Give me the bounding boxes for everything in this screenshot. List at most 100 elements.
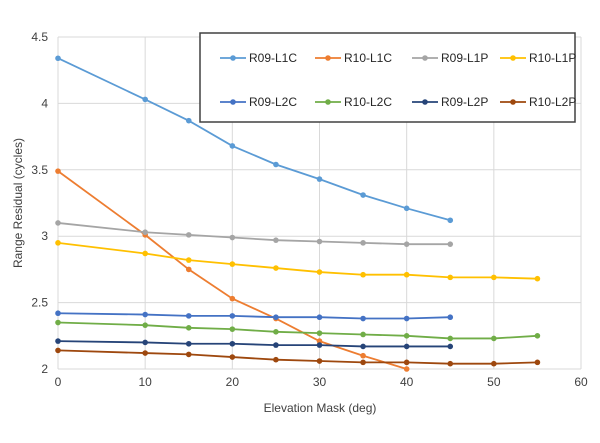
series-line (57, 340, 451, 348)
legend-label: R10-L2P (529, 95, 576, 109)
x-tick-label: 60 (574, 375, 588, 389)
series-group (55, 55, 541, 372)
data-point (447, 314, 454, 321)
series-r10-l1p (55, 240, 541, 282)
data-point (491, 274, 497, 281)
data-point (185, 257, 192, 263)
data-point (403, 315, 410, 322)
legend-item: R09-L2C (220, 95, 297, 109)
data-point (534, 359, 541, 366)
legend-item: R10-L1C (315, 51, 392, 65)
legend-marker (510, 55, 516, 61)
data-point (229, 326, 236, 332)
legend-item: R10-L2C (315, 95, 392, 109)
data-point (316, 269, 323, 275)
data-point (142, 250, 148, 257)
data-point (273, 314, 279, 321)
data-point (142, 339, 148, 346)
series-r10-l1c (55, 168, 410, 372)
data-point (316, 330, 323, 336)
y-tick-label: 3.5 (31, 163, 48, 177)
data-point (185, 266, 192, 273)
data-point (447, 335, 454, 342)
data-point (403, 366, 410, 372)
legend-label: R09-L2C (249, 95, 297, 109)
data-point (360, 271, 366, 278)
data-point (273, 329, 279, 335)
data-point (142, 311, 148, 318)
data-point (403, 333, 410, 339)
series-line (57, 170, 407, 370)
data-point (403, 359, 410, 366)
data-point (142, 322, 148, 328)
data-point (185, 325, 192, 331)
data-point (55, 220, 61, 226)
data-point (491, 335, 497, 342)
y-axis-label: Range Residual (cycles) (11, 138, 25, 268)
x-tick-label: 50 (487, 375, 501, 389)
data-point (534, 275, 541, 282)
x-tick-label: 0 (55, 375, 62, 389)
data-point (55, 347, 61, 354)
legend-marker (325, 99, 331, 105)
data-point (447, 343, 454, 350)
data-point (185, 340, 192, 347)
data-point (55, 338, 61, 344)
data-point (316, 358, 323, 364)
y-tick-label: 3 (41, 229, 48, 243)
data-point (229, 340, 236, 347)
data-point (55, 310, 61, 317)
data-point (316, 342, 323, 348)
data-point (360, 359, 366, 366)
series-r10-l2p (55, 347, 541, 367)
x-tick-label: 10 (138, 375, 152, 389)
data-point (316, 314, 323, 321)
series-line (57, 222, 451, 246)
x-axis: 0 10 20 30 40 50 60 (55, 375, 588, 389)
data-point (360, 240, 366, 246)
data-point (142, 350, 148, 356)
data-point (273, 356, 279, 363)
data-point (360, 315, 366, 322)
legend-item: R09-L1C (220, 51, 297, 65)
data-point (316, 238, 323, 245)
data-point (229, 261, 236, 267)
legend-label: R09-L1C (249, 51, 297, 65)
series-r09-l2p (55, 338, 454, 350)
legend-marker (422, 55, 428, 61)
data-point (185, 232, 192, 238)
data-point (447, 217, 454, 224)
data-point (447, 274, 454, 281)
legend-marker (422, 99, 428, 105)
x-tick-label: 30 (313, 375, 327, 389)
data-point (55, 168, 61, 174)
data-point (55, 240, 61, 246)
legend-label: R09-L1P (441, 51, 488, 65)
y-tick-label: 2 (41, 362, 48, 376)
data-point (185, 313, 192, 319)
data-point (185, 351, 192, 358)
legend-marker (325, 55, 331, 61)
y-axis: 2 2.5 3 3.5 4 4.5 (31, 30, 48, 376)
data-point (447, 241, 454, 247)
data-point (273, 237, 279, 243)
data-point (360, 192, 366, 198)
legend-marker (510, 99, 516, 105)
data-point (229, 234, 236, 241)
series-r09-l1c (55, 55, 454, 224)
data-point (142, 229, 148, 236)
legend-item: R09-L2P (412, 95, 488, 109)
data-point (360, 343, 366, 350)
data-point (142, 96, 148, 103)
data-point (273, 161, 279, 168)
legend: R09-L1C R10-L1C R09-L1P R10-L1P R09-L2C R10-L… (199, 32, 576, 123)
series-r09-l1p (55, 220, 454, 247)
data-point (55, 55, 61, 62)
data-point (55, 319, 61, 326)
y-tick-label: 4 (41, 96, 48, 110)
data-point (360, 352, 366, 359)
data-point (316, 338, 323, 344)
data-point (491, 360, 497, 367)
data-point (229, 295, 236, 302)
series-line (57, 349, 538, 365)
